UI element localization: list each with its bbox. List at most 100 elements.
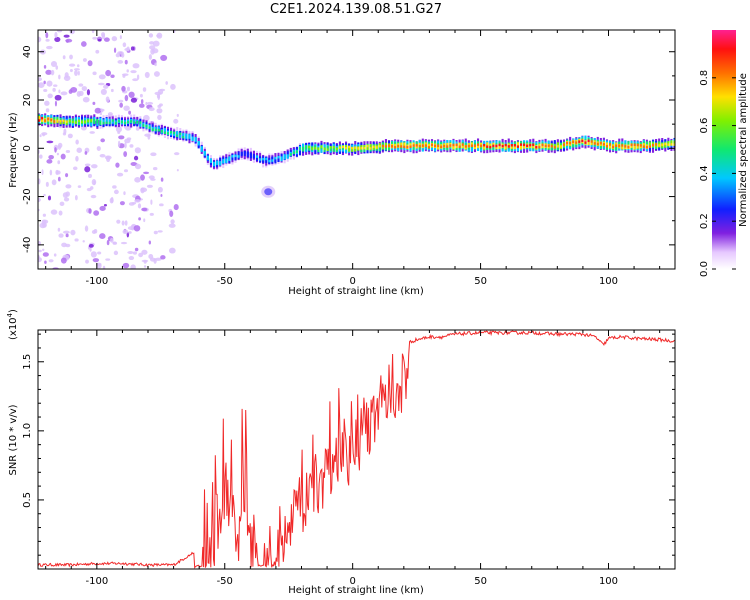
spectrogram-ridge-cell xyxy=(587,139,590,143)
spectrogram-ridge-cell xyxy=(523,144,526,149)
spectrogram-noise-blob xyxy=(157,186,163,193)
spectrogram-noise-blob xyxy=(165,81,168,85)
spectrogram-noise-blob xyxy=(152,40,160,47)
spectrogram-noise-blob xyxy=(76,64,80,68)
spectrogram-ridge-cell xyxy=(329,146,332,149)
spectrogram-ridge-cell xyxy=(142,124,145,127)
spectrogram-noise-blob xyxy=(115,126,123,133)
spectrogram-ridge-cell xyxy=(108,121,111,125)
spectrogram-ridge-cell xyxy=(249,153,252,159)
spectrogram-ridge-cell xyxy=(41,117,44,123)
spectrogram-ridge-cell xyxy=(452,144,455,150)
spectrogram-ridge-cell xyxy=(642,143,645,148)
spectrogram-ridge-cell xyxy=(455,143,458,147)
spectrogram-noise-blob xyxy=(143,260,147,264)
spectrogram-ridge-cell xyxy=(434,144,437,148)
colorbar: 0.0 0.2 0.4 0.6 0.8 Normalized spectral ampl… xyxy=(699,30,749,277)
spectrogram-noise-blob xyxy=(91,178,97,186)
spectrogram-noise-blob xyxy=(170,219,175,224)
spectrogram-noise-blob xyxy=(86,89,91,96)
spectrogram-ridge-cell xyxy=(400,145,403,148)
spectrogram-noise-blob xyxy=(39,134,42,138)
spectrogram-ridge-cell xyxy=(348,145,351,149)
spectrogram-noise-blob xyxy=(126,137,132,141)
spectrogram-ridge-cell xyxy=(486,145,489,148)
spectrogram-noise-blob xyxy=(56,152,60,156)
spectrogram-noise-blob xyxy=(141,207,148,212)
spectrogram-noise-blob xyxy=(103,37,110,42)
spectrogram-ridge-cell xyxy=(526,144,529,148)
snr-scale-exponent: 4 xyxy=(6,312,14,317)
spectrogram-ridge-cell xyxy=(501,144,504,148)
spectrogram-ridge-cell xyxy=(489,143,492,149)
spectrogram-noise-blob xyxy=(48,154,54,160)
spectrogram-ridge-cell xyxy=(440,145,443,149)
spectrogram-noise-blob xyxy=(63,34,70,38)
spectrogram-noise-blob xyxy=(129,144,134,148)
spectrogram-ridge-cell xyxy=(633,145,636,150)
spectrogram-noise-blob xyxy=(168,223,176,228)
spectrogram-ridge-cell xyxy=(351,146,354,150)
spectrogram-noise-blob xyxy=(53,84,58,87)
spectrogram-ridge-cell xyxy=(59,120,62,123)
colorbar-tick-label: 0.2 xyxy=(699,213,710,229)
spectrogram-noise-blob xyxy=(82,96,90,103)
spectrogram-noise-blob xyxy=(119,102,123,108)
spectrogram-noise-blob xyxy=(117,60,124,64)
spectrogram-ridge-cell xyxy=(642,145,645,148)
spectrogram-noise-blob xyxy=(88,173,92,179)
spectrogram-ridge-cell xyxy=(486,142,489,147)
spectrogram-ridge-cell xyxy=(424,144,427,147)
spectrogram-ridge-cell xyxy=(369,143,372,149)
spectrogram-noise-blob xyxy=(130,224,135,231)
spectrogram-ridge-cell xyxy=(225,159,228,163)
spectrogram-ridge-cell xyxy=(421,144,424,147)
spectrogram-noise-blob xyxy=(176,113,179,117)
spectrogram-ridge-cell xyxy=(47,117,50,121)
spectrogram-ridge-cell xyxy=(157,128,160,132)
spectrogram-ridge-cell xyxy=(65,120,68,123)
spectrogram-noise-blob xyxy=(128,110,132,115)
spectrogram-noise-blob xyxy=(144,133,151,137)
spectrogram-ridge-cell xyxy=(139,122,142,127)
spectrogram-ridge-cell xyxy=(636,144,639,149)
colorbar-tick-label: 0.6 xyxy=(699,118,710,134)
spectrogram-secondary-halo xyxy=(261,185,276,198)
spectrogram-noise-blob xyxy=(149,45,156,50)
spectrogram-noise-blob xyxy=(76,147,83,153)
spectrogram-ridge-cell xyxy=(363,146,366,150)
spectrogram-ridge-cell xyxy=(519,144,523,150)
spectrogram-noise-blob xyxy=(134,247,139,252)
spectrogram-noise-blob xyxy=(159,203,164,207)
spectrogram-noise-blob xyxy=(97,251,102,255)
spectrogram-ridge-cell xyxy=(188,136,191,139)
spectrogram-noise-blob xyxy=(74,69,78,76)
spectrogram-noise-blob xyxy=(128,91,135,98)
spectrogram-ridge-cell xyxy=(648,142,652,147)
spectrogram-noise-blob xyxy=(62,55,66,60)
snr-scale-note: (x104) xyxy=(6,309,19,340)
spectrogram-ridge-cell xyxy=(283,154,286,157)
spectrogram-ridge-cell xyxy=(480,144,483,148)
spectrogram-ridge-cell xyxy=(157,126,160,131)
spectrogram-ridge-cell xyxy=(262,158,265,163)
spectrogram-ridge-cell xyxy=(200,147,203,152)
spectrogram-ridge-cell xyxy=(271,159,274,162)
spectrogram-noise-blob xyxy=(77,70,80,76)
spectrogram-ridge-cell xyxy=(483,145,486,150)
spectrogram-noise-blob xyxy=(138,103,145,108)
spectrogram-frame xyxy=(37,29,676,270)
spectrogram-noise-blob xyxy=(103,204,108,207)
spectrogram-noise-blob xyxy=(116,172,124,177)
spectrogram-noise-blob xyxy=(112,241,117,245)
spectrogram-noise-blob xyxy=(101,33,106,40)
spectrogram-noise-blob xyxy=(150,48,155,55)
spectrogram-noise-blob xyxy=(69,54,73,60)
spectrogram-ridge-cell xyxy=(357,147,360,150)
spectrogram-ridge-cell xyxy=(277,155,280,159)
spectrogram-ridge-cell xyxy=(599,141,602,145)
spectrogram-noise-blob xyxy=(85,259,89,264)
spectrogram-noise-blob xyxy=(148,107,155,112)
spectrogram-noise-blob xyxy=(54,31,58,39)
